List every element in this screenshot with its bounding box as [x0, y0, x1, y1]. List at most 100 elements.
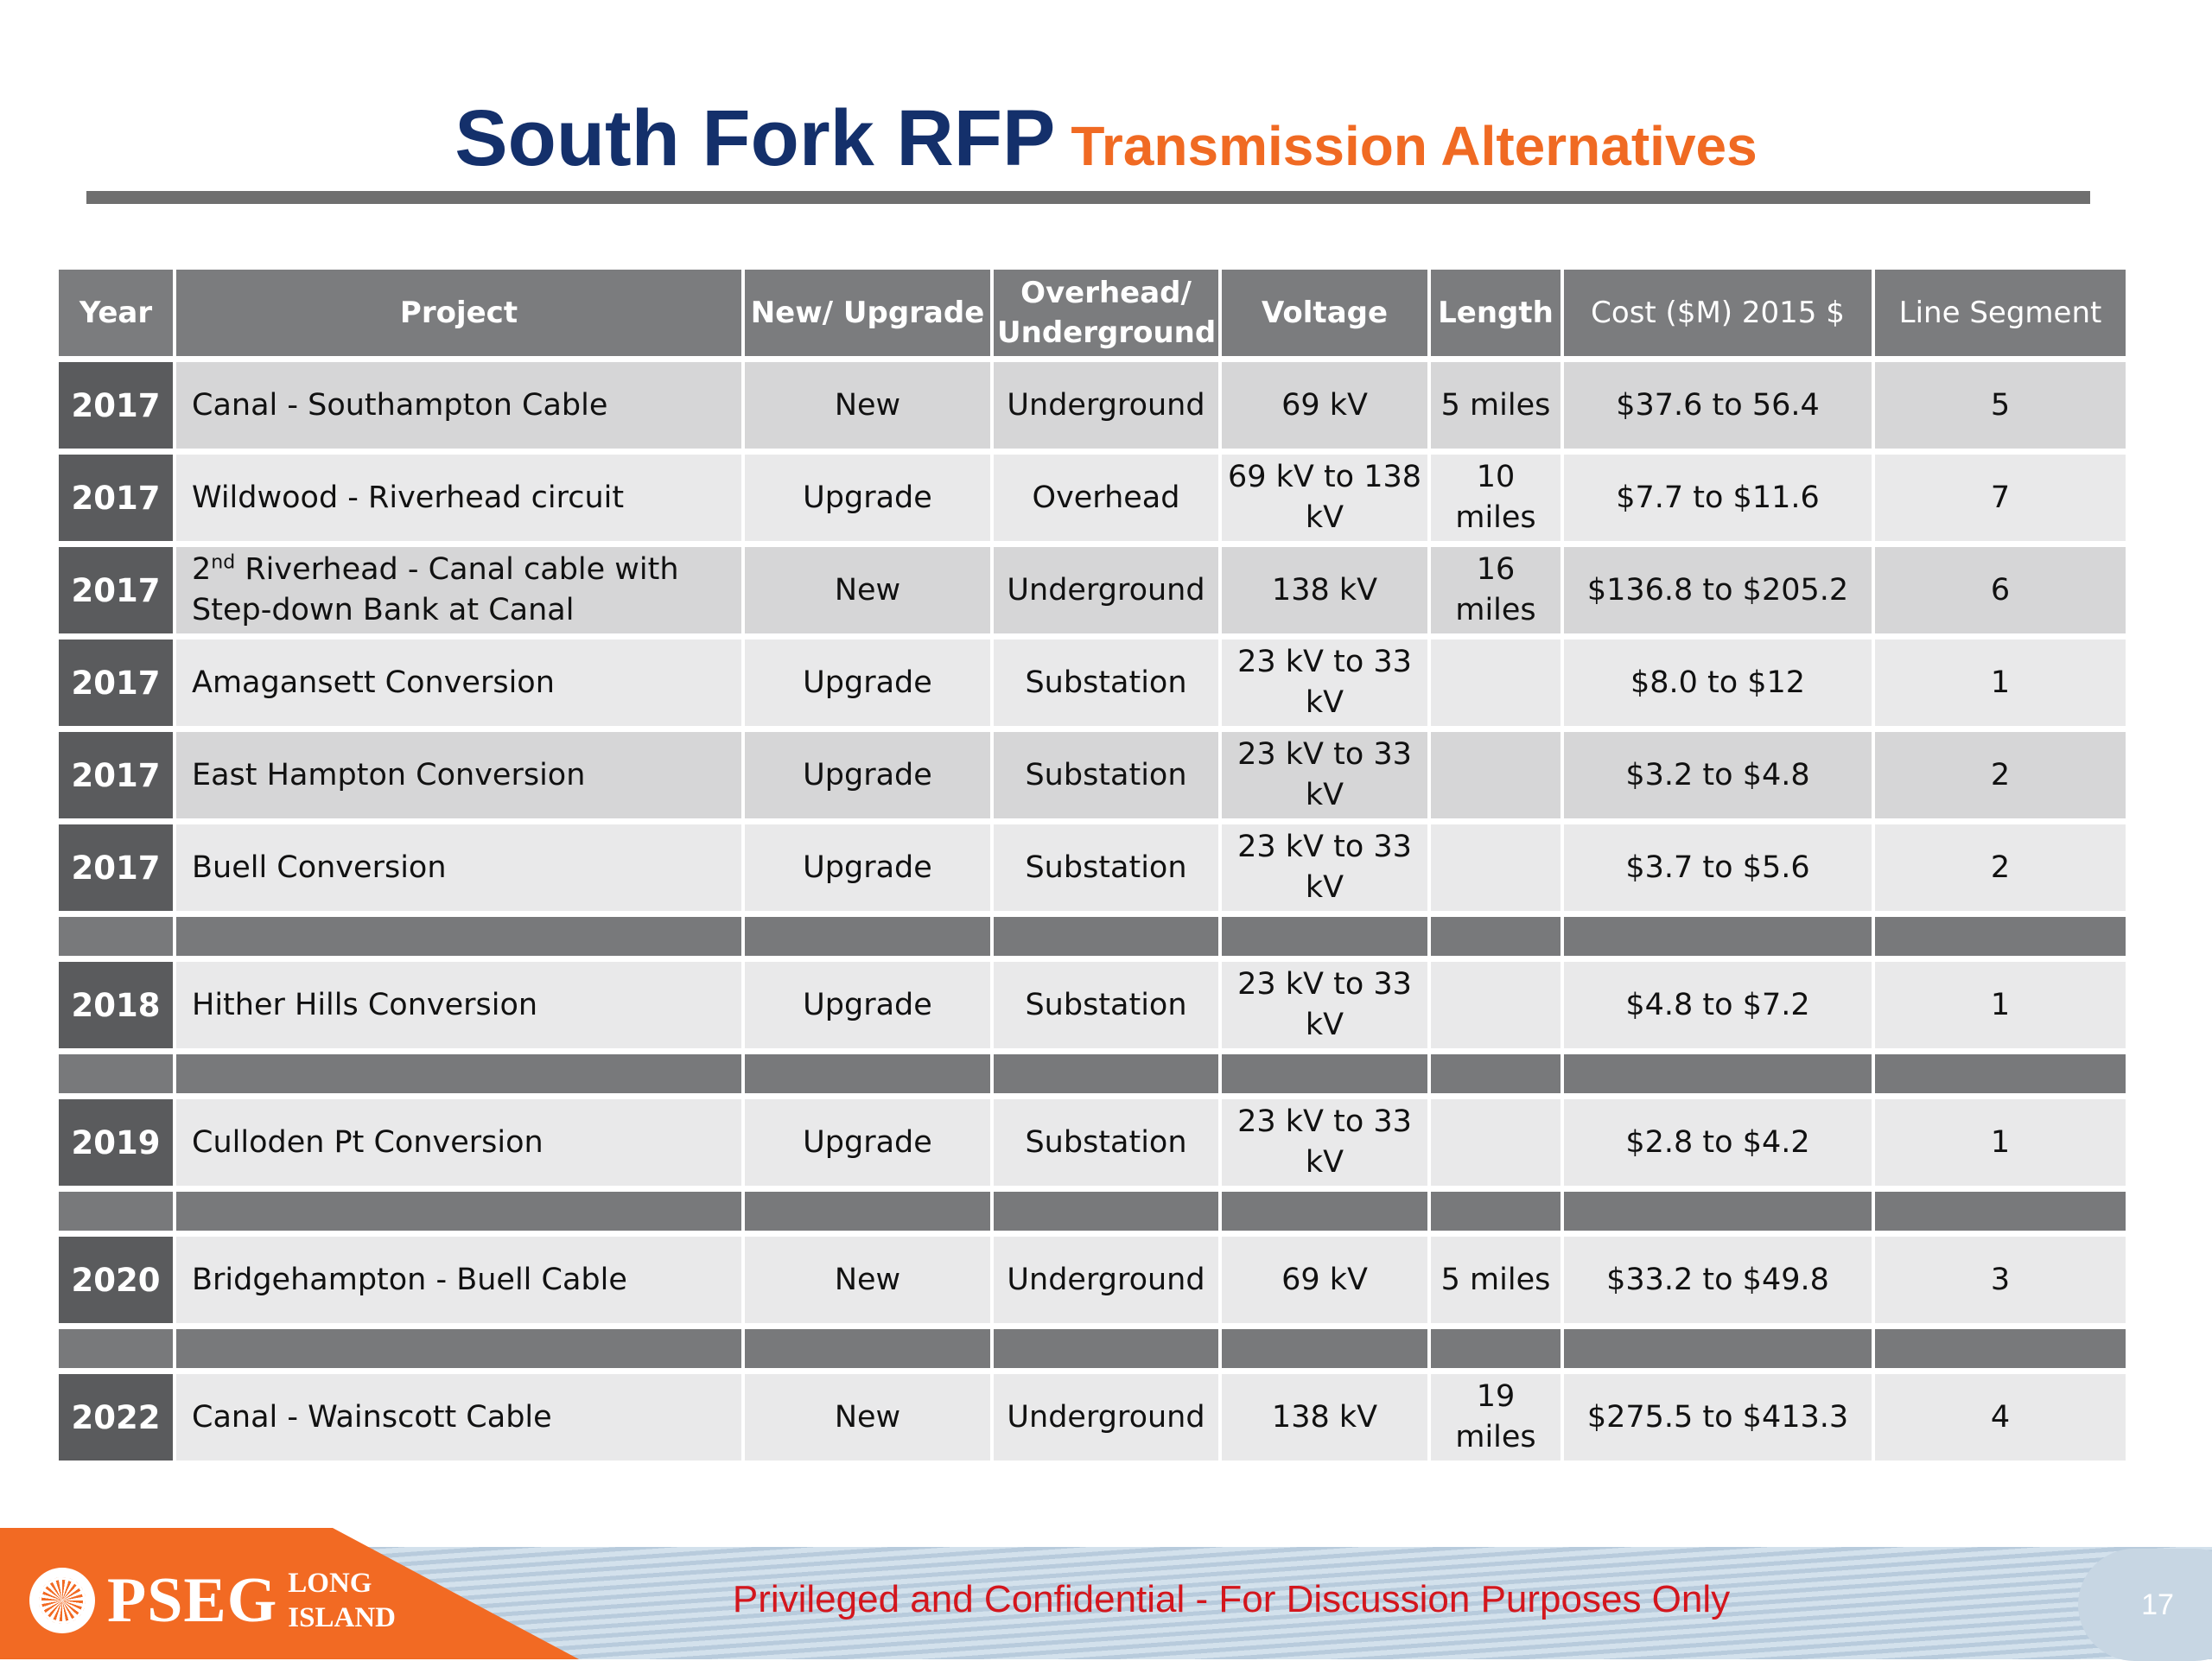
- spacer-cell: [176, 1329, 741, 1368]
- spacer-cell: [745, 1192, 990, 1231]
- header-voltage: Voltage: [1222, 270, 1427, 356]
- spacer-cell: [176, 1192, 741, 1231]
- table-header-row: Year Project New/ Upgrade Overhead/Under…: [59, 270, 2126, 356]
- cell-voltage: 69 kV to 138 kV: [1222, 455, 1427, 541]
- spacer-cell: [176, 917, 741, 956]
- project-ordinal: 2: [192, 552, 212, 587]
- cell-cost: $275.5 to $413.3: [1564, 1374, 1872, 1461]
- cell-year: 2017: [59, 455, 173, 541]
- project-ordinal-suffix: nd: [211, 551, 236, 574]
- cell-voltage: 23 kV to 33 kV: [1222, 962, 1427, 1048]
- table-row: 2017 East Hampton Conversion Upgrade Sub…: [59, 732, 2126, 818]
- spacer-cell: [1222, 917, 1427, 956]
- spacer-cell: [994, 1192, 1218, 1231]
- table-row: 2017 Amagansett Conversion Upgrade Subst…: [59, 640, 2126, 726]
- cell-placement: Substation: [994, 640, 1218, 726]
- cell-placement: Underground: [994, 362, 1218, 449]
- cell-line-segment: 1: [1875, 1099, 2126, 1186]
- cell-voltage: 23 kV to 33 kV: [1222, 732, 1427, 818]
- cell-voltage: 23 kV to 33 kV: [1222, 640, 1427, 726]
- spacer-cell: [1222, 1054, 1427, 1093]
- cell-placement: Substation: [994, 732, 1218, 818]
- cell-line-segment: 1: [1875, 962, 2126, 1048]
- table-spacer-row: [59, 1192, 2126, 1231]
- cell-project: Canal - Wainscott Cable: [176, 1374, 741, 1461]
- table-row: 2017 2nd Riverhead - Canal cable with St…: [59, 547, 2126, 633]
- cell-cost: $2.8 to $4.2: [1564, 1099, 1872, 1186]
- spacer-cell: [1431, 1192, 1560, 1231]
- table-spacer-row: [59, 1054, 2126, 1093]
- cell-line-segment: 4: [1875, 1374, 2126, 1461]
- cell-cost: $136.8 to $205.2: [1564, 547, 1872, 633]
- header-overhead-underground: Overhead/Underground: [994, 270, 1218, 356]
- table-spacer-row: [59, 1329, 2126, 1368]
- header-overhead-line1: Overhead/: [1020, 276, 1192, 310]
- table-row: 2022 Canal - Wainscott Cable New Undergr…: [59, 1374, 2126, 1461]
- cell-cost: $33.2 to $49.8: [1564, 1237, 1872, 1323]
- cell-length: 10 miles: [1431, 455, 1560, 541]
- cell-voltage: 23 kV to 33 kV: [1222, 1099, 1427, 1186]
- cell-voltage: 138 kV: [1222, 547, 1427, 633]
- logo-subtext: LONG ISLAND: [288, 1566, 396, 1635]
- table-row: 2019 Culloden Pt Conversion Upgrade Subs…: [59, 1099, 2126, 1186]
- cell-year: 2019: [59, 1099, 173, 1186]
- cell-line-segment: 6: [1875, 547, 2126, 633]
- spacer-cell: [1222, 1329, 1427, 1368]
- header-cost: Cost ($M) 2015 $: [1564, 270, 1872, 356]
- spacer-cell: [59, 917, 173, 956]
- page-number: 17: [2141, 1588, 2174, 1621]
- header-project: Project: [176, 270, 741, 356]
- spacer-cell: [59, 1192, 173, 1231]
- cell-cost: $37.6 to 56.4: [1564, 362, 1872, 449]
- spacer-cell: [1431, 1329, 1560, 1368]
- table-spacer-row: [59, 917, 2126, 956]
- cell-new-upgrade: New: [745, 547, 990, 633]
- cell-project: 2nd Riverhead - Canal cable with Step-do…: [176, 547, 741, 633]
- header-overhead-line2: Underground: [997, 315, 1217, 350]
- page-number-badge: [2078, 1549, 2212, 1661]
- spacer-cell: [745, 1329, 990, 1368]
- cell-cost: $8.0 to $12: [1564, 640, 1872, 726]
- spacer-cell: [1875, 1329, 2126, 1368]
- spacer-cell: [1564, 1192, 1872, 1231]
- cell-project: East Hampton Conversion: [176, 732, 741, 818]
- spacer-cell: [1875, 917, 2126, 956]
- cell-year: 2017: [59, 362, 173, 449]
- cell-new-upgrade: Upgrade: [745, 640, 990, 726]
- cell-length: 16 miles: [1431, 547, 1560, 633]
- cell-project: Canal - Southampton Cable: [176, 362, 741, 449]
- cell-new-upgrade: New: [745, 1374, 990, 1461]
- spacer-cell: [994, 917, 1218, 956]
- spacer-cell: [994, 1329, 1218, 1368]
- table-row: 2017 Buell Conversion Upgrade Substation…: [59, 824, 2126, 911]
- cell-voltage: 138 kV: [1222, 1374, 1427, 1461]
- spacer-cell: [1431, 917, 1560, 956]
- spacer-cell: [1875, 1192, 2126, 1231]
- cell-length: [1431, 1099, 1560, 1186]
- spacer-cell: [1431, 1054, 1560, 1093]
- cell-project: Buell Conversion: [176, 824, 741, 911]
- cell-project: Wildwood - Riverhead circuit: [176, 455, 741, 541]
- spacer-cell: [1564, 917, 1872, 956]
- spacer-cell: [1875, 1054, 2126, 1093]
- cell-new-upgrade: New: [745, 1237, 990, 1323]
- logo-wordmark: PSEG: [107, 1564, 278, 1636]
- spacer-cell: [176, 1054, 741, 1093]
- header-line-segment: Line Segment: [1875, 270, 2126, 356]
- cell-year: 2017: [59, 824, 173, 911]
- logo-line-island: ISLAND: [288, 1602, 396, 1633]
- spacer-cell: [745, 1054, 990, 1093]
- cell-project: Bridgehampton - Buell Cable: [176, 1237, 741, 1323]
- cell-length: [1431, 732, 1560, 818]
- spacer-cell: [745, 917, 990, 956]
- cell-new-upgrade: Upgrade: [745, 962, 990, 1048]
- cell-year: 2017: [59, 640, 173, 726]
- cell-new-upgrade: Upgrade: [745, 1099, 990, 1186]
- cell-placement: Underground: [994, 1374, 1218, 1461]
- cell-line-segment: 1: [1875, 640, 2126, 726]
- table-row: 2020 Bridgehampton - Buell Cable New Und…: [59, 1237, 2126, 1323]
- cell-length: [1431, 962, 1560, 1048]
- title-main: South Fork RFP: [454, 94, 1056, 182]
- cell-cost: $7.7 to $11.6: [1564, 455, 1872, 541]
- spacer-cell: [1564, 1054, 1872, 1093]
